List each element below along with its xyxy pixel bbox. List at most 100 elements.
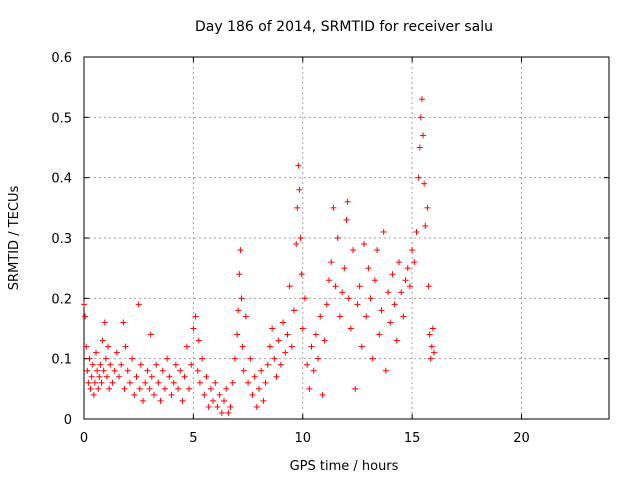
data-point <box>227 403 234 410</box>
data-point <box>365 265 372 272</box>
data-point <box>297 235 304 241</box>
data-point <box>420 132 427 139</box>
data-point <box>136 385 143 392</box>
data-point <box>345 295 352 302</box>
data-point <box>170 379 177 386</box>
data-point <box>181 373 188 380</box>
x-tick-label: 15 <box>404 431 421 446</box>
data-point <box>93 349 100 356</box>
data-point <box>431 349 437 356</box>
data-point <box>391 301 398 308</box>
data-point <box>85 379 92 386</box>
data-point <box>334 235 341 241</box>
data-point <box>266 343 273 350</box>
data-point <box>144 367 151 374</box>
data-point <box>332 283 339 290</box>
data-point <box>161 385 168 392</box>
data-point <box>339 289 346 296</box>
data-point <box>389 271 396 278</box>
data-point <box>380 228 387 235</box>
data-point <box>253 403 260 410</box>
data-point <box>393 337 400 344</box>
data-point <box>242 313 249 320</box>
data-point <box>336 313 343 320</box>
data-point <box>382 367 389 374</box>
data-point <box>88 373 95 380</box>
data-point <box>330 204 337 211</box>
y-axis-label: SRMTID / TECUs <box>7 186 22 291</box>
data-point <box>238 295 245 302</box>
data-point <box>425 283 432 290</box>
data-point <box>194 367 201 374</box>
data-point <box>175 385 182 392</box>
data-point <box>280 319 287 326</box>
data-point <box>207 385 214 392</box>
data-point <box>99 337 106 344</box>
data-point <box>306 385 313 392</box>
y-tick-label: 0.1 <box>51 353 72 368</box>
data-point <box>120 319 127 326</box>
data-point <box>404 265 411 272</box>
data-point <box>225 409 232 416</box>
data-point <box>293 241 300 248</box>
data-point <box>344 198 351 205</box>
data-point <box>210 397 217 404</box>
x-tick-label: 20 <box>513 431 530 446</box>
data-point <box>212 379 219 386</box>
x-tick-label: 5 <box>189 431 197 446</box>
data-point <box>126 379 133 386</box>
data-point <box>347 325 354 332</box>
data-point <box>240 367 247 374</box>
axis-ticks <box>83 56 609 420</box>
data-point <box>294 204 301 211</box>
data-point <box>111 367 118 374</box>
x-tick-label: 10 <box>294 431 311 446</box>
data-point <box>341 265 348 272</box>
data-point <box>262 379 269 386</box>
data-point <box>321 337 328 344</box>
data-point <box>129 355 136 362</box>
data-point <box>100 367 107 374</box>
data-point <box>301 295 308 302</box>
data-point <box>308 343 315 350</box>
data-point <box>315 355 322 362</box>
data-point <box>415 174 422 181</box>
data-point <box>413 228 420 235</box>
data-point <box>374 247 381 254</box>
data-point <box>103 373 110 380</box>
data-point <box>168 391 175 398</box>
data-point <box>183 343 190 350</box>
data-point <box>416 144 423 151</box>
data-point <box>116 373 122 380</box>
data-point <box>148 373 155 380</box>
y-tick-labels: 0 0.1 0.2 0.3 0.4 0.5 0.6 <box>51 51 72 428</box>
data-point <box>387 319 394 326</box>
data-point <box>275 337 282 344</box>
data-point <box>105 343 112 350</box>
data-point <box>216 391 223 398</box>
y-tick-label: 0.2 <box>51 292 72 307</box>
data-point <box>98 379 105 386</box>
data-point <box>223 385 230 392</box>
data-point <box>135 301 142 308</box>
data-point <box>258 367 265 374</box>
data-point <box>84 367 91 374</box>
data-point <box>310 367 317 374</box>
data-point <box>201 391 208 398</box>
data-point <box>273 373 280 380</box>
data-point <box>291 307 297 314</box>
data-point <box>361 241 367 248</box>
data-point <box>277 361 284 368</box>
data-point <box>235 307 242 314</box>
data-point <box>89 361 96 368</box>
data-point <box>81 301 87 308</box>
data-point <box>239 343 246 350</box>
data-point <box>288 343 295 350</box>
data-point <box>299 325 306 332</box>
data-point <box>97 361 104 368</box>
data-point <box>247 355 254 362</box>
data-point <box>369 355 376 362</box>
data-point <box>124 367 131 374</box>
data-point <box>354 301 361 308</box>
data-point <box>83 343 90 350</box>
